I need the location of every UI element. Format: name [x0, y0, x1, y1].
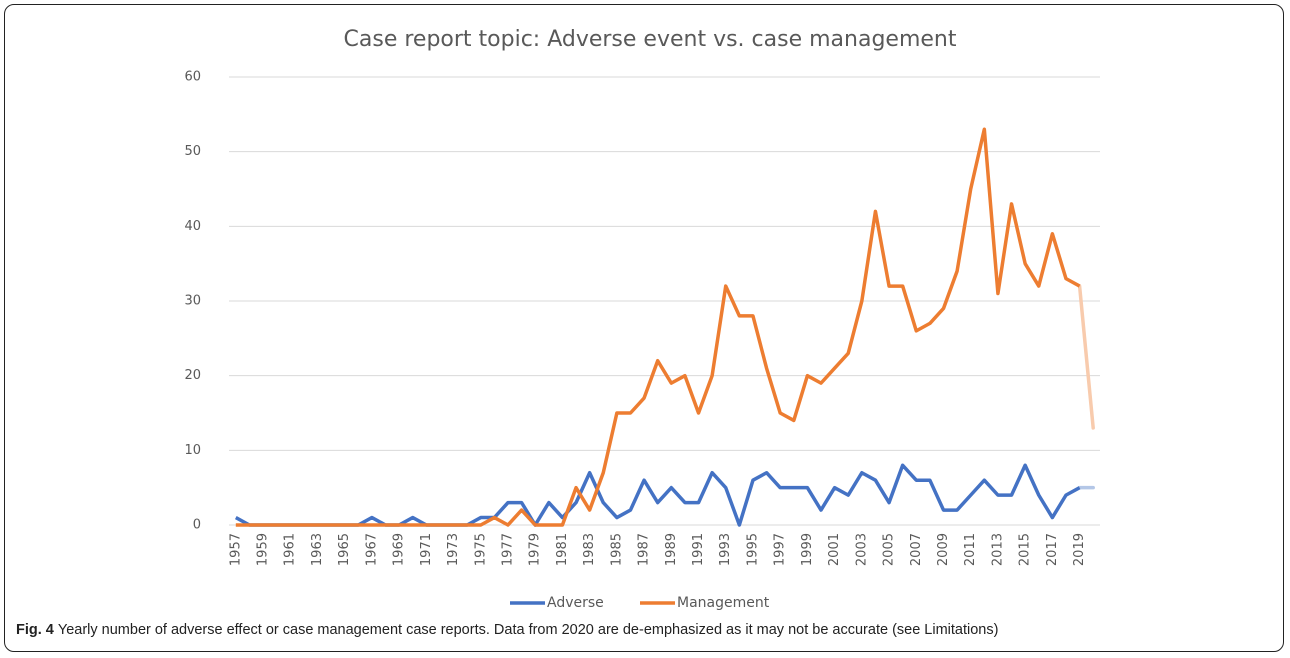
x-tick-label: 2003: [854, 533, 869, 566]
x-tick-label: 1981: [555, 533, 570, 566]
caption-label: Fig. 4: [16, 622, 54, 638]
x-tick-label: 1963: [310, 533, 325, 566]
y-tick-label: 40: [184, 219, 201, 234]
x-tick-label: 1999: [800, 533, 815, 566]
chart-title: Case report topic: Adverse event vs. cas…: [344, 27, 957, 52]
x-tick-label: 1959: [256, 533, 271, 566]
x-tick-label: 1979: [528, 533, 543, 566]
x-tick-label: 2011: [963, 533, 978, 566]
x-tick-label: 1965: [337, 533, 352, 566]
series-line: [235, 127, 1081, 527]
x-tick-label: 1969: [392, 533, 407, 566]
legend-label: Management: [677, 595, 770, 611]
x-tick-label: 1971: [419, 533, 434, 566]
x-tick-label: 1987: [637, 533, 652, 566]
series-line: [234, 463, 1081, 527]
x-tick-label: 1983: [582, 533, 597, 566]
x-tick-label: 2007: [909, 533, 924, 566]
x-tick-label: 1973: [446, 533, 461, 566]
y-tick-label: 60: [184, 70, 201, 85]
x-tick-label: 2005: [882, 533, 897, 566]
y-tick-label: 50: [184, 144, 201, 159]
caption-text: Yearly number of adverse effect or case …: [57, 622, 999, 638]
x-tick-label: 1991: [691, 533, 706, 566]
caption: Fig. 4 Yearly number of adverse effect or…: [16, 622, 998, 638]
x-tick-label: 1989: [664, 533, 679, 566]
x-tick-label: 2019: [1072, 533, 1087, 566]
x-tick-label: 2013: [990, 533, 1005, 566]
x-tick-label: 1967: [364, 533, 379, 566]
x-tick-label: 1997: [773, 533, 788, 566]
y-tick-label: 10: [184, 443, 201, 458]
x-tick-label: 2017: [1045, 533, 1060, 566]
figure-frame: [4, 4, 1284, 652]
x-tick-label: 1977: [500, 533, 515, 566]
x-tick-label: 2009: [936, 533, 951, 566]
faded-segment: [1077, 284, 1095, 430]
x-tick-label: 1985: [609, 533, 624, 566]
y-tick-label: 30: [184, 294, 201, 309]
x-tick-label: 1961: [283, 533, 298, 566]
y-tick-label: 0: [193, 518, 201, 533]
x-tick-label: 1957: [228, 533, 243, 566]
x-tick-label: 1993: [718, 533, 733, 566]
y-tick-label: 20: [184, 368, 201, 383]
x-tick-label: 1995: [745, 533, 760, 566]
x-tick-label: 2001: [827, 533, 842, 566]
x-tick-label: 1975: [473, 533, 488, 566]
legend-label: Adverse: [547, 595, 604, 611]
x-tick-label: 2015: [1018, 533, 1033, 566]
